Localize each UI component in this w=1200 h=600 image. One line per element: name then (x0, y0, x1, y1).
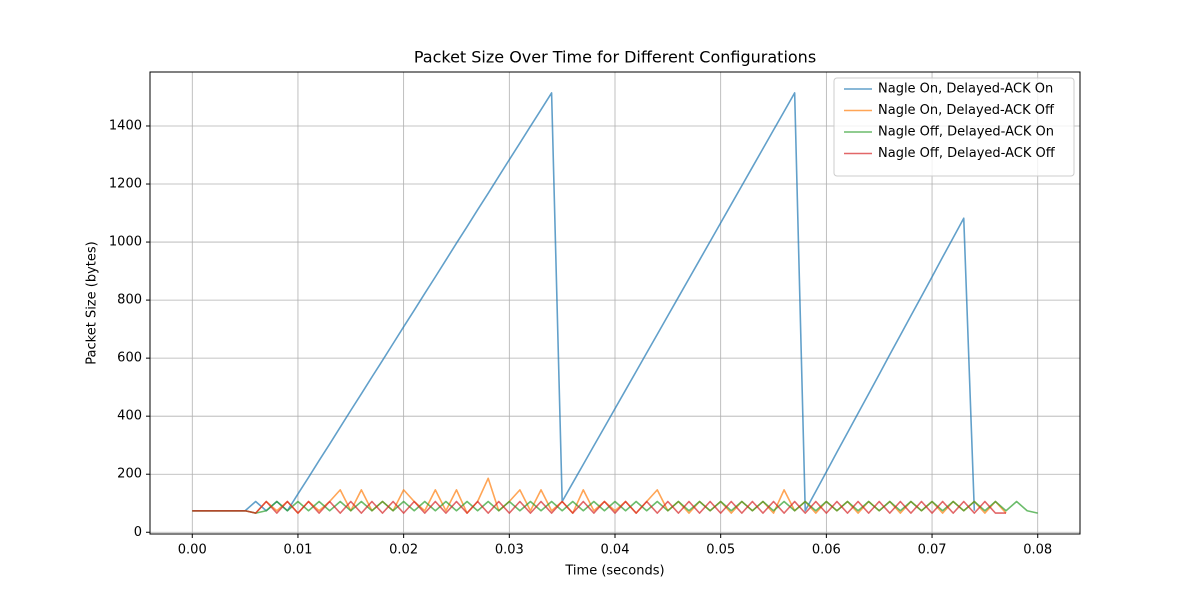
x-tick-label: 0.00 (178, 543, 207, 558)
line-series (192, 500, 1038, 514)
legend-label: Nagle On, Delayed-ACK Off (878, 103, 1055, 118)
line-series (192, 92, 976, 512)
x-tick-label: 0.01 (283, 543, 312, 558)
x-tick-label: 0.07 (918, 543, 947, 558)
x-tick-label: 0.05 (706, 543, 735, 558)
y-tick-label: 200 (117, 467, 142, 482)
x-tick-label: 0.06 (812, 543, 841, 558)
chart-title: Packet Size Over Time for Different Conf… (414, 48, 816, 67)
y-tick-label: 400 (117, 409, 142, 424)
x-tick-label: 0.08 (1023, 543, 1052, 558)
y-tick-label: 600 (117, 351, 142, 366)
line-series (192, 500, 1007, 514)
legend-label: Nagle Off, Delayed-ACK On (878, 125, 1054, 140)
x-tick-label: 0.03 (495, 543, 524, 558)
legend-label: Nagle On, Delayed-ACK On (878, 82, 1053, 97)
legend-label: Nagle Off, Delayed-ACK Off (878, 146, 1056, 161)
y-tick-label: 1200 (109, 177, 142, 192)
y-tick-label: 800 (117, 293, 142, 308)
y-tick-label: 1000 (109, 235, 142, 250)
y-tick-label: 0 (134, 525, 142, 540)
x-axis-label: Time (seconds) (564, 564, 664, 579)
x-tick-label: 0.04 (601, 543, 630, 558)
y-axis-label: Packet Size (bytes) (85, 241, 100, 364)
plot-frame (149, 71, 1081, 535)
y-tick-label: 1400 (109, 118, 142, 133)
legend-box (833, 77, 1075, 177)
x-tick-label: 0.02 (389, 543, 418, 558)
